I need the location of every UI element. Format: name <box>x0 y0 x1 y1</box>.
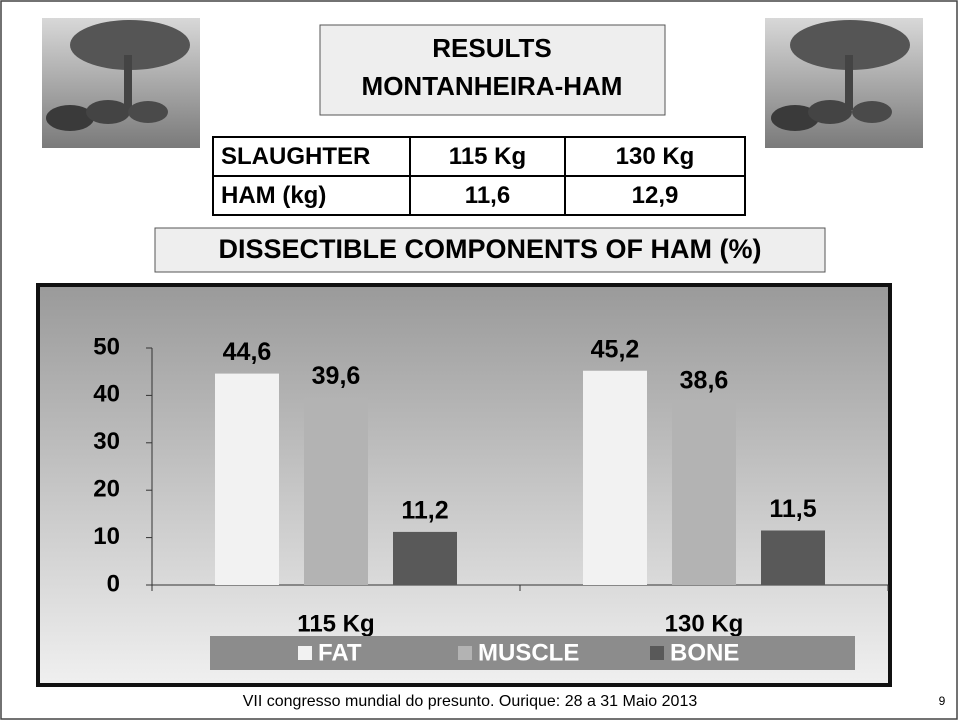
photo-right <box>765 18 923 148</box>
table-text: HAM (kg) <box>221 182 326 209</box>
value-label: 11,5 <box>769 495 816 523</box>
table-cell <box>564 175 746 216</box>
table-text: SLAUGHTER <box>221 143 370 170</box>
table-text: 12,9 <box>632 182 679 209</box>
x-tick-label: 130 Kg <box>665 610 744 637</box>
bar <box>304 397 368 585</box>
title-line: MONTANHEIRA-HAM <box>362 71 623 101</box>
page-number: 9 <box>939 694 946 708</box>
y-tick-label: 20 <box>93 476 120 503</box>
bar <box>583 370 647 585</box>
y-tick-label: 50 <box>93 333 120 360</box>
title-line: RESULTS <box>432 33 551 63</box>
chart-title: DISSECTIBLE COMPONENTS OF HAM (%) <box>218 234 761 264</box>
legend-label: BONE <box>670 639 739 666</box>
legend-swatch <box>298 646 312 660</box>
value-label: 45,2 <box>591 335 640 363</box>
bar <box>215 373 279 585</box>
footer: VII congresso mundial do presunto. Ouriq… <box>243 693 698 710</box>
chart: 0 10 20 30 40 50 115 Kg 44,6 39,6 11,2 130 Kg 45,2 3… <box>93 333 889 670</box>
value-label: 11,2 <box>401 497 448 525</box>
table-cell <box>564 136 746 177</box>
legend-box <box>210 636 855 670</box>
legend-label: MUSCLE <box>478 639 579 666</box>
title-box <box>319 24 666 116</box>
value-label: 39,6 <box>312 362 361 390</box>
legend-label: FAT <box>318 639 362 666</box>
chart-panel <box>36 283 892 687</box>
value-label: 38,6 <box>680 367 729 395</box>
table-text: 11,6 <box>465 182 510 209</box>
legend-swatch <box>458 646 472 660</box>
table-text: 130 Kg <box>616 143 695 170</box>
y-tick-label: 40 <box>93 381 120 408</box>
y-tick-label: 30 <box>93 428 120 455</box>
photo-left <box>42 18 200 148</box>
table-cell <box>409 136 566 177</box>
bar <box>672 402 736 585</box>
x-tick-label: 115 Kg <box>297 610 374 637</box>
table: SLAUGHTER 115 Kg 130 Kg HAM (kg) 11,6 12,9 <box>212 136 746 216</box>
value-label: 44,6 <box>223 338 272 366</box>
chart-title-box <box>154 227 826 273</box>
legend-swatch <box>650 646 664 660</box>
bar <box>393 531 457 585</box>
y-tick-label: 0 <box>107 570 120 597</box>
bar <box>761 530 825 585</box>
table-text: 115 Kg <box>449 143 526 170</box>
y-tick-label: 10 <box>93 523 120 550</box>
